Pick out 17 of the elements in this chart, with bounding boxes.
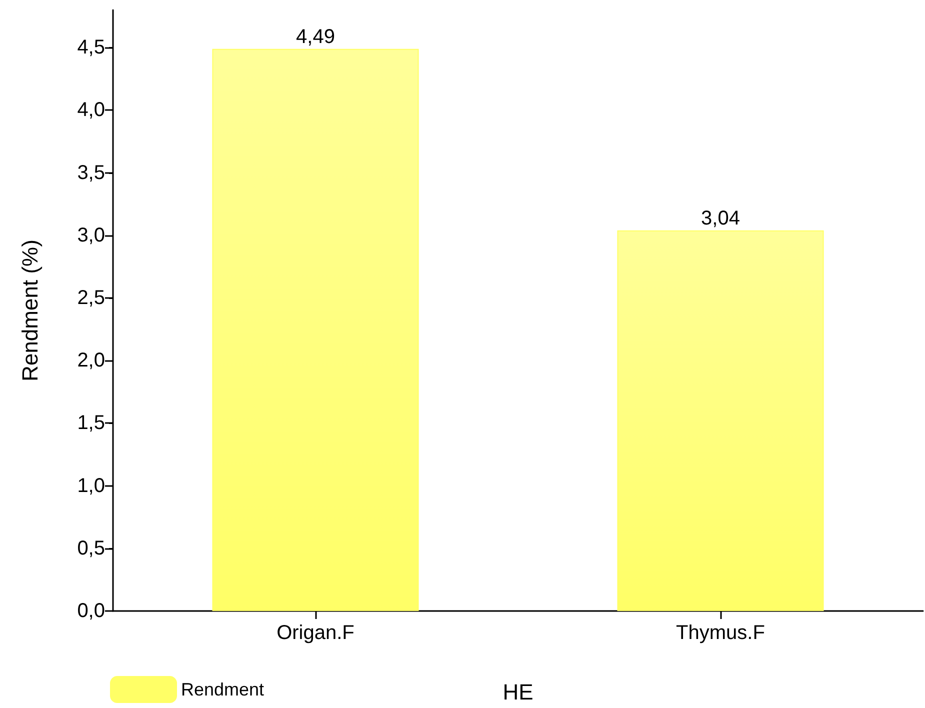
x-tick-label: Origan.F [276, 622, 354, 644]
y-tick-label: 3,0 [77, 224, 105, 246]
x-axis-title: HE [502, 680, 534, 704]
x-tick-label: Thymus.F [676, 622, 765, 644]
y-tick-label: 0,0 [77, 600, 105, 622]
y-tick-label: 0,5 [77, 537, 105, 560]
y-tick-label: 1,0 [77, 474, 105, 497]
legend-label: Rendment [181, 680, 264, 700]
data-label: 4,49 [296, 26, 335, 48]
y-tick-label: 1,5 [77, 412, 105, 434]
y-tick-label: 2,5 [77, 286, 105, 309]
y-tick-label: 3,5 [77, 162, 105, 184]
y-tick-label: 4,5 [77, 36, 105, 59]
data-label: 3,04 [701, 207, 740, 230]
y-axis-title: Rendment (%) [18, 240, 42, 382]
y-tick-label: 4,0 [77, 99, 105, 122]
y-tick-label: 2,0 [77, 350, 105, 372]
